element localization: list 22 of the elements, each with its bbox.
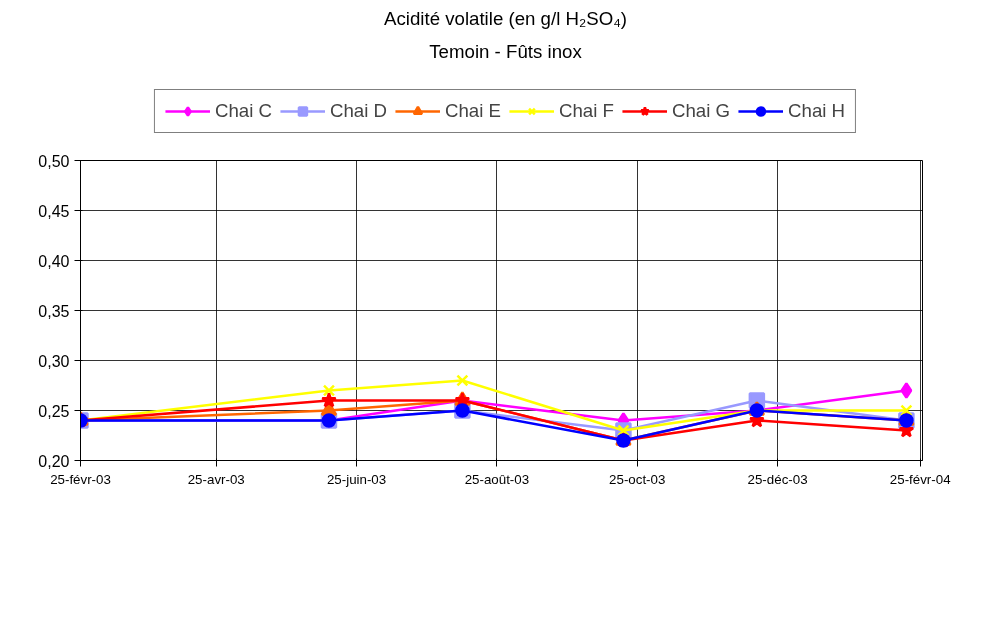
y-tick-label: 0,25: [38, 402, 70, 420]
legend-label: Chai C: [214, 100, 272, 122]
y-tick-label: 0,40: [38, 252, 70, 270]
y-tick-label: 0,45: [38, 202, 70, 220]
x-tick-label: 25-juin-03: [326, 471, 387, 487]
y-tick-label: 0,20: [38, 452, 70, 470]
x-tick-label: 25-août-03: [464, 471, 530, 487]
x-tick-label: 25-févr-03: [50, 471, 111, 487]
x-tick-label: 25-déc-03: [747, 471, 808, 487]
y-tick-label: 0,50: [38, 152, 70, 170]
legend-label: Chai H: [788, 100, 846, 122]
legend-label: Chai G: [671, 100, 731, 122]
chart-subtitle: Temoin - Fûts inox: [429, 40, 583, 62]
legend-label: Chai D: [329, 100, 387, 122]
x-tick-label: 25-avr-03: [187, 471, 245, 487]
y-tick-label: 0,35: [38, 302, 70, 320]
y-tick-label: 0,30: [38, 352, 70, 370]
x-tick-label: 25-oct-03: [609, 471, 666, 487]
chart-title: Acidité volatile (en g/l H₂SO₄): [384, 7, 627, 29]
legend-label: Chai E: [445, 100, 501, 122]
x-tick-label: 25-févr-04: [889, 471, 952, 487]
legend-label: Chai F: [559, 100, 614, 122]
